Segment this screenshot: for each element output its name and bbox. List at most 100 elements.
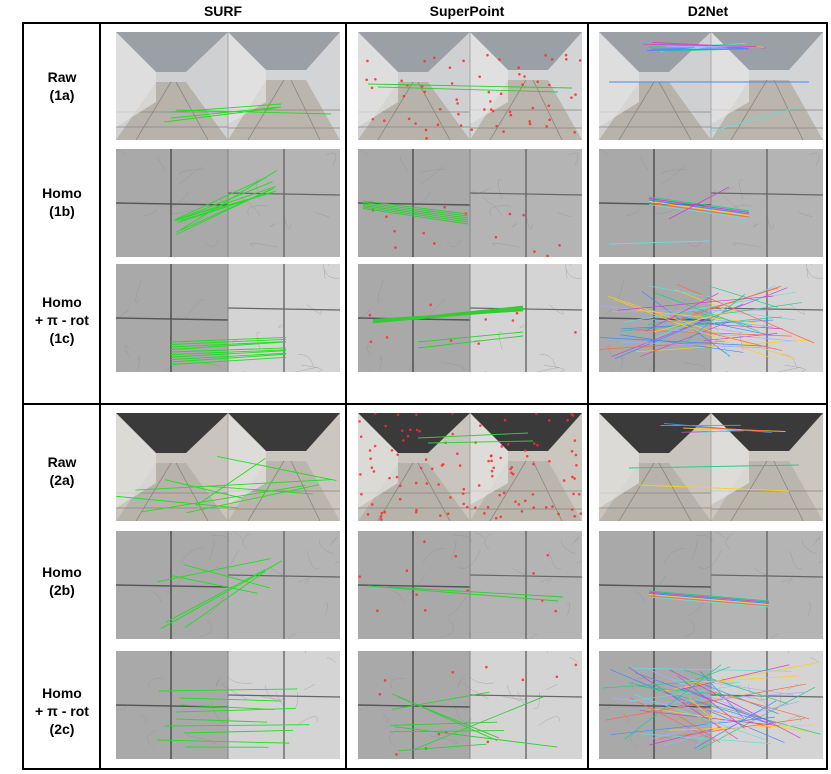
keypoint <box>494 516 498 520</box>
keypoint <box>487 90 491 94</box>
match-line <box>636 316 742 333</box>
keypoint <box>400 429 404 432</box>
keypoint <box>459 124 463 127</box>
keypoint <box>521 678 525 682</box>
match-line <box>387 586 564 598</box>
keypoint <box>449 339 453 342</box>
match-line <box>693 287 779 314</box>
keypoint <box>483 108 486 111</box>
keypoint <box>550 58 554 61</box>
keypoint <box>533 250 536 253</box>
keypoint <box>574 453 578 457</box>
match-line <box>649 726 722 746</box>
keypoint <box>499 92 503 95</box>
keypoint <box>546 254 549 257</box>
keypoint <box>570 450 574 453</box>
match-overlay <box>365 53 582 140</box>
keypoint <box>400 79 403 83</box>
match-line <box>170 353 287 363</box>
keypoint <box>423 59 426 63</box>
keypoint <box>532 572 535 575</box>
match-line <box>362 202 469 217</box>
match-line <box>648 594 770 606</box>
keypoint <box>551 505 554 508</box>
keypoint <box>514 500 517 503</box>
keypoint <box>432 242 436 245</box>
keypoint <box>422 231 426 235</box>
keypoint <box>419 466 423 470</box>
scene-backdrop <box>358 413 582 521</box>
match-line <box>662 48 742 52</box>
keypoint <box>369 340 373 344</box>
keypoint <box>578 59 582 62</box>
keypoint <box>455 98 459 101</box>
match-image-superpoint-1c <box>358 264 582 372</box>
keypoint <box>358 575 362 578</box>
keypoint <box>487 459 490 463</box>
match-line <box>391 691 490 710</box>
keypoint <box>479 424 482 427</box>
divider-surf-superpoint <box>345 22 347 770</box>
keypoint <box>461 492 465 495</box>
match-line <box>185 571 266 628</box>
match-image-d2net-2a <box>599 413 823 521</box>
match-line <box>362 200 469 215</box>
keypoint <box>503 418 507 422</box>
keypoint <box>579 512 582 515</box>
match-line <box>186 484 320 514</box>
match-line <box>648 201 750 216</box>
keypoint <box>489 108 493 111</box>
match-image-surf-2b <box>116 531 340 639</box>
keypoint <box>456 452 459 456</box>
match-line <box>679 675 799 684</box>
keypoint <box>546 553 550 557</box>
match-line <box>170 349 287 355</box>
match-line <box>648 591 770 603</box>
match-line <box>648 202 750 218</box>
keypoint <box>383 679 387 682</box>
column-header-d2net: D2Net <box>687 3 729 19</box>
keypoint <box>380 511 384 515</box>
keypoint <box>450 82 454 85</box>
keypoint <box>415 593 418 596</box>
match-overlay <box>648 590 770 608</box>
match-image-superpoint-1b <box>358 149 582 257</box>
match-line <box>164 479 244 499</box>
keypoint <box>402 439 405 442</box>
keypoint <box>358 420 361 423</box>
keypoint <box>433 56 436 60</box>
keypoint <box>511 319 515 322</box>
match-line <box>702 429 742 434</box>
keypoint <box>544 506 548 509</box>
match-image-surf-2c <box>116 651 340 759</box>
match-line <box>163 107 277 123</box>
keypoint <box>509 467 512 471</box>
match-line <box>608 240 710 245</box>
match-line <box>389 730 505 733</box>
keypoint <box>378 692 382 696</box>
match-line <box>648 198 750 213</box>
keypoint <box>524 499 527 503</box>
keypoint <box>462 59 465 63</box>
row-label-2c: Homo + π - rot (2c) <box>35 685 89 737</box>
scene-backdrop <box>116 149 340 257</box>
match-line <box>660 662 819 692</box>
keypoint <box>415 508 418 512</box>
match-line <box>372 308 524 324</box>
keypoint <box>477 484 481 487</box>
keypoint <box>366 59 369 63</box>
keypoint <box>517 503 521 506</box>
match-line <box>648 595 770 607</box>
match-line <box>624 664 722 740</box>
keypoint <box>393 229 396 233</box>
keypoint <box>570 413 574 416</box>
keypoint <box>573 514 576 518</box>
keypoint <box>574 663 578 667</box>
keypoint <box>557 512 560 516</box>
match-image-d2net-1b <box>599 149 823 257</box>
match-line <box>648 592 770 604</box>
scene-backdrop <box>116 32 340 140</box>
match-line <box>631 667 792 672</box>
keypoint <box>477 342 480 345</box>
keypoint <box>525 454 529 458</box>
